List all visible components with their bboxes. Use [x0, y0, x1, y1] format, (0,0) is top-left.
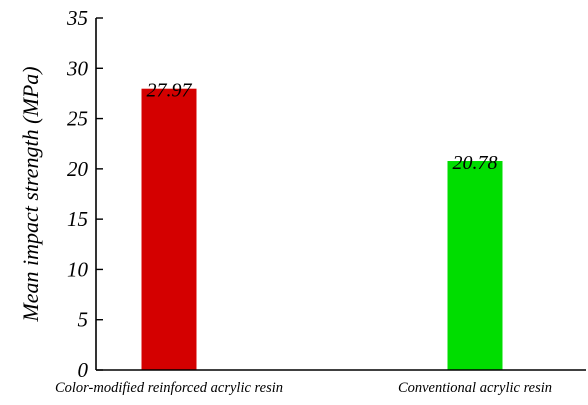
axes-layer: [95, 18, 586, 371]
labels-layer: 27.97 Color-modified reinforced acrylic r…: [55, 80, 552, 396]
y-tick-label: 35: [66, 6, 88, 30]
y-tick-label: 20: [67, 157, 89, 181]
bar-value-label-1: 27.97: [147, 80, 193, 102]
bar-1: [141, 88, 197, 370]
y-tick-label: 15: [67, 207, 88, 231]
x-category-label-1: Color-modified reinforced acrylic resin: [55, 380, 283, 396]
y-tick-label: 5: [78, 308, 89, 332]
y-ticks-layer: 0 5 10 15 20 25 30 35: [66, 6, 103, 382]
bar-value-label-2: 20.78: [453, 152, 498, 174]
y-tick-label: 25: [67, 107, 88, 131]
bar-2: [447, 161, 503, 370]
y-axis-title: Mean impact strength (MPa): [18, 66, 43, 322]
bars-layer: [141, 88, 503, 370]
x-category-label-2: Conventional acrylic resin: [398, 380, 552, 396]
y-tick-label: 10: [67, 257, 89, 281]
y-tick-label: 0: [78, 358, 89, 382]
y-tick-label: 30: [66, 56, 89, 80]
